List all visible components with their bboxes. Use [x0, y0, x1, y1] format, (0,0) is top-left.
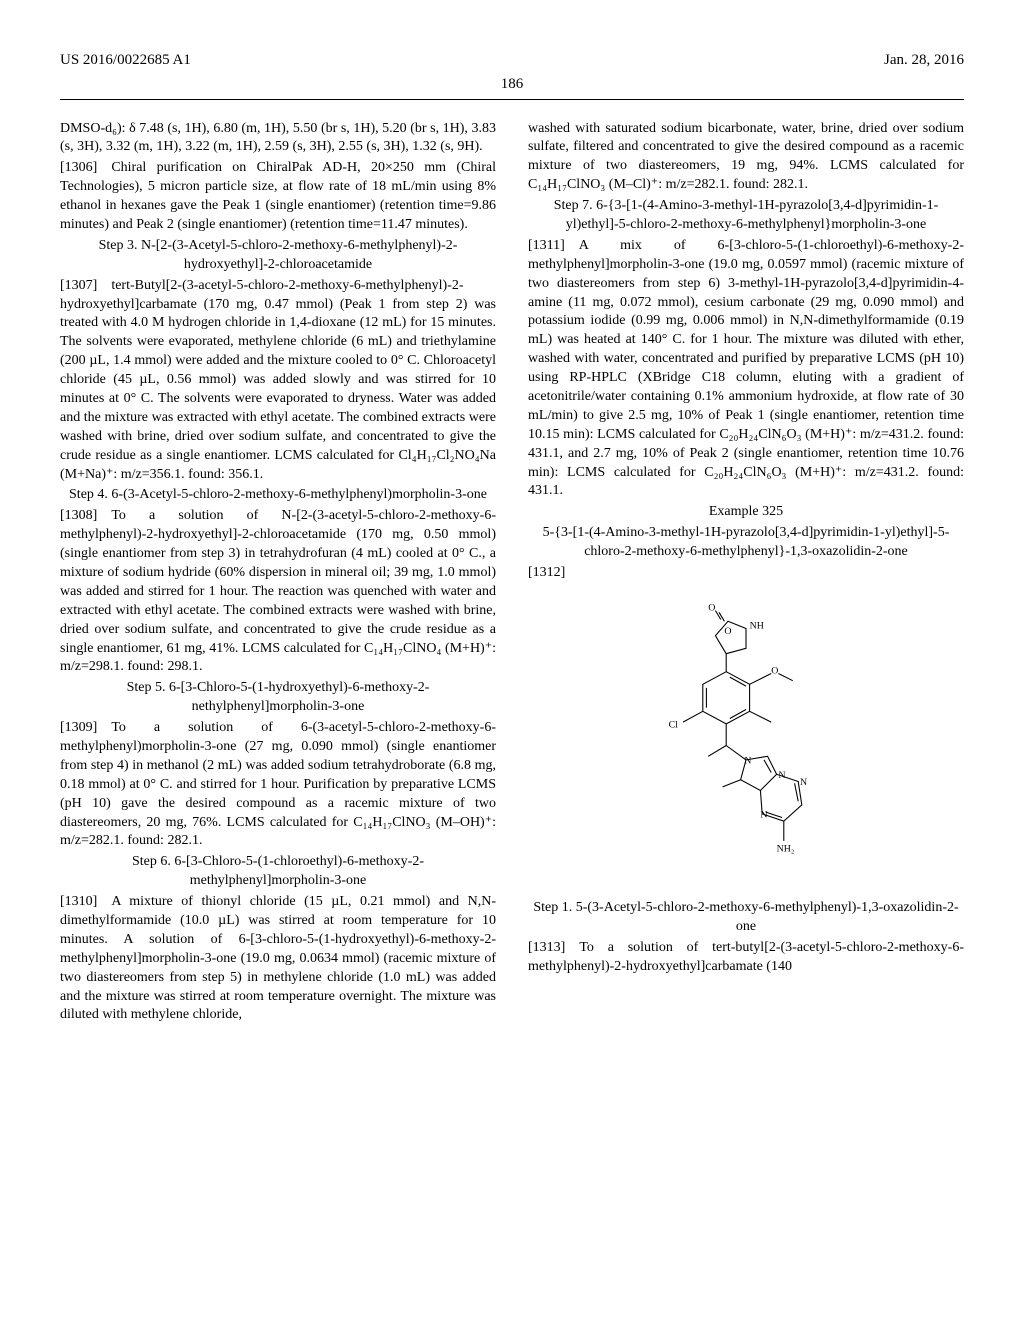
- svg-text:NH: NH: [750, 620, 764, 631]
- header-rule: [60, 99, 964, 100]
- para-cont: washed with saturated sodium bicarbonate…: [528, 120, 964, 196]
- para-1307: [1307] tert-Butyl[2-(3-acetyl-5-chloro-2…: [60, 277, 496, 485]
- svg-text:N: N: [778, 770, 785, 781]
- para-1309: [1309] To a solution of 6-(3-acetyl-5-ch…: [60, 719, 496, 851]
- step1-title: Step 1. 5-(3-Acetyl-5-chloro-2-methoxy-6…: [528, 899, 964, 937]
- doc-id: US 2016/0022685 A1: [60, 50, 191, 70]
- left-column: DMSO-d₆): δ 7.48 (s, 1H), 6.80 (m, 1H), …: [60, 120, 496, 1028]
- para-1312: [1312]: [528, 564, 964, 583]
- page-number: 186: [60, 74, 964, 94]
- molecule-diagram: O NH O O Cl N N N N NH₂: [656, 601, 836, 881]
- step7-title: Step 7. 6-{3-[1-(4-Amino-3-methyl-1H-pyr…: [528, 197, 964, 235]
- step5-title: Step 5. 6-[3-Chloro-5-(1-hydroxyethyl)-6…: [60, 679, 496, 717]
- para-1313: [1313] To a solution of tert-butyl[2-(3-…: [528, 939, 964, 977]
- example-title: 5-{3-[1-(4-Amino-3-methyl-1H-pyrazolo[3,…: [528, 524, 964, 562]
- svg-text:NH₂: NH₂: [777, 844, 795, 855]
- svg-text:O: O: [771, 665, 778, 676]
- step4-title: Step 4. 6-(3-Acetyl-5-chloro-2-methoxy-6…: [60, 486, 496, 505]
- svg-text:N: N: [760, 809, 767, 820]
- nmr-data: DMSO-d₆): δ 7.48 (s, 1H), 6.80 (m, 1H), …: [60, 120, 496, 158]
- para-1311: [1311] A mix of 6-[3-chloro-5-(1-chloroe…: [528, 237, 964, 501]
- svg-text:N: N: [800, 777, 807, 788]
- example-number: Example 325: [528, 503, 964, 522]
- para-1310: [1310] A mixture of thionyl chloride (15…: [60, 893, 496, 1025]
- step6-title: Step 6. 6-[3-Chloro-5-(1-chloroethyl)-6-…: [60, 853, 496, 891]
- svg-text:N: N: [744, 755, 751, 766]
- doc-date: Jan. 28, 2016: [884, 50, 964, 70]
- svg-text:O: O: [708, 602, 715, 613]
- para-1306: [1306] Chiral purification on ChiralPak …: [60, 159, 496, 235]
- step3-title: Step 3. N-[2-(3-Acetyl-5-chloro-2-methox…: [60, 237, 496, 275]
- para-1308: [1308] To a solution of N-[2-(3-acetyl-5…: [60, 507, 496, 677]
- svg-text:Cl: Cl: [669, 719, 679, 730]
- right-column: washed with saturated sodium bicarbonate…: [528, 120, 964, 1028]
- svg-text:O: O: [724, 626, 731, 637]
